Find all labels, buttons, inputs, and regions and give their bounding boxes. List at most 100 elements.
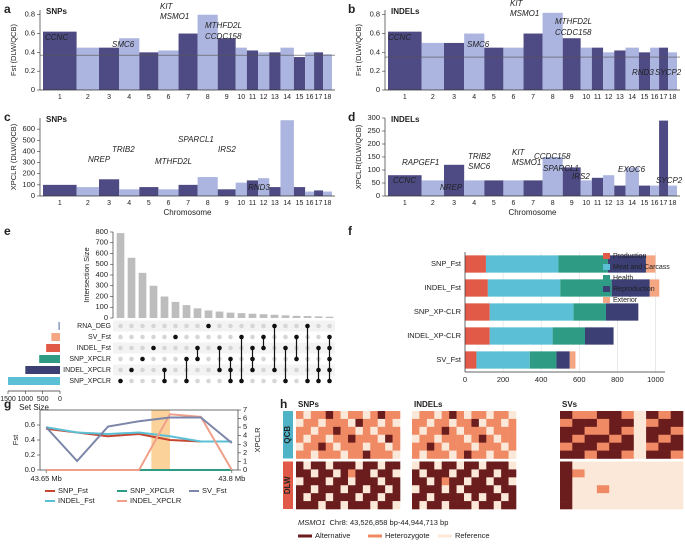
axis-label: Intersection Size: [82, 247, 91, 302]
genotype-cell: [508, 469, 517, 478]
chromosome-signal: [484, 47, 504, 90]
gene-name: MSMO1: [298, 518, 326, 527]
x-tick-label: 16: [306, 200, 314, 207]
y-tick-label: 0.6: [25, 420, 35, 429]
x-tick-label: 14: [283, 94, 291, 101]
genotype-cell: [478, 477, 487, 486]
genotype-cell: [501, 493, 509, 502]
x-tick-label: 14: [628, 200, 636, 207]
genotype-cell: [646, 450, 659, 459]
intersection-bar: [303, 316, 312, 318]
matrix-empty-dot: [140, 334, 145, 340]
matrix-empty-dot: [129, 378, 134, 384]
x-tick-label: 5: [147, 94, 151, 101]
matrix-empty-dot: [250, 334, 255, 340]
matrix-dot: [316, 345, 321, 351]
genotype-cell: [658, 450, 671, 459]
x-tick-label: 0: [463, 375, 467, 384]
genotype-cell: [609, 477, 622, 486]
genotype-cell: [392, 469, 401, 478]
matrix-empty-dot: [162, 345, 167, 351]
genotype-cell: [426, 426, 435, 436]
x-tick-label: 11: [594, 200, 601, 207]
x-tick-label: 18: [669, 200, 677, 207]
genotype-cell: [441, 426, 450, 436]
intersection-bar: [149, 285, 158, 318]
genotype-cell: [493, 450, 502, 459]
set-size-bar: [39, 355, 60, 363]
genotype-cell: [434, 411, 443, 420]
x-tick-label: 7: [186, 94, 190, 101]
matrix-dot: [327, 356, 332, 362]
genotype-cell: [370, 450, 379, 459]
genotype-cell: [596, 450, 610, 459]
chromosome-signal: [99, 47, 120, 90]
genotype-cell: [392, 426, 401, 436]
genotype-cell: [584, 469, 598, 478]
panel-label: f: [348, 224, 353, 238]
genotype-cell: [303, 493, 312, 502]
matrix-row-band: [113, 364, 335, 376]
y-tick-label: 600: [22, 124, 35, 133]
genotype-cell: [501, 469, 509, 478]
genotype-cell: [310, 501, 319, 510]
x-tick-label: 15: [296, 200, 304, 207]
bar-segment: [649, 279, 660, 297]
genotype-cell: [449, 411, 457, 420]
genotype-cell: [471, 418, 480, 428]
genotype-cell: [633, 477, 647, 486]
bar-segment: [605, 303, 639, 321]
genotype-cell: [355, 469, 364, 478]
x-tick-label: 1: [403, 94, 407, 101]
genotype-cell: [348, 485, 356, 494]
genotype-cell: [340, 469, 349, 478]
genotype-cell: [340, 493, 349, 502]
x-tick-label: 11: [594, 94, 601, 101]
genotype-cell: [303, 501, 312, 510]
genotype-cell: [296, 434, 304, 443]
genotype-cell: [670, 493, 684, 502]
genotype-cell: [646, 501, 659, 510]
genotype-cell: [572, 450, 585, 459]
genotype-cell: [658, 461, 671, 470]
gene-annotation: CCDC158: [555, 28, 592, 37]
bar-segment: [552, 327, 585, 345]
chromosome-signal: [305, 191, 315, 196]
x-tick-label: 6: [512, 200, 516, 207]
genotype-cell: [333, 461, 341, 470]
x-tick-label: 5: [147, 200, 151, 207]
genotype-cell: [486, 442, 495, 451]
matrix-empty-dot: [206, 356, 211, 362]
y-tick-label: 0.4: [25, 435, 35, 444]
genotype-cell: [633, 493, 647, 502]
genotype-cell: [621, 442, 635, 451]
y-tick-label: 250: [367, 126, 380, 135]
genotype-cell: [362, 418, 371, 428]
x-tick-label: 6: [512, 94, 516, 101]
x-tick-label: 17: [660, 94, 668, 101]
genotype-cell: [464, 477, 472, 486]
genotype-cell: [646, 485, 659, 494]
set-size-bar: [46, 344, 60, 352]
genotype-cell: [609, 501, 622, 510]
genotype-cell: [377, 450, 386, 459]
gene-annotation: SMC6: [112, 40, 135, 49]
chromosome-signal: [421, 180, 445, 196]
x-tick-label: 43.8 Mb: [218, 474, 245, 483]
genotype-cell: [419, 442, 428, 451]
genotype-cell: [456, 442, 465, 451]
genotype-cell: [478, 493, 487, 502]
matrix-empty-dot: [327, 323, 332, 329]
matrix-empty-dot: [184, 345, 189, 351]
genotype-cell: [471, 501, 480, 510]
genotype-cell: [340, 426, 349, 436]
matrix-dot: [327, 367, 332, 373]
genotype-cell: [501, 434, 509, 443]
chromosome-signal: [542, 12, 563, 90]
genotype-cell: [646, 461, 659, 470]
chromosome-signal: [388, 175, 422, 196]
x-tick-label: 11: [249, 94, 256, 101]
genotype-cell: [501, 442, 509, 451]
genotype-cell: [348, 450, 356, 459]
